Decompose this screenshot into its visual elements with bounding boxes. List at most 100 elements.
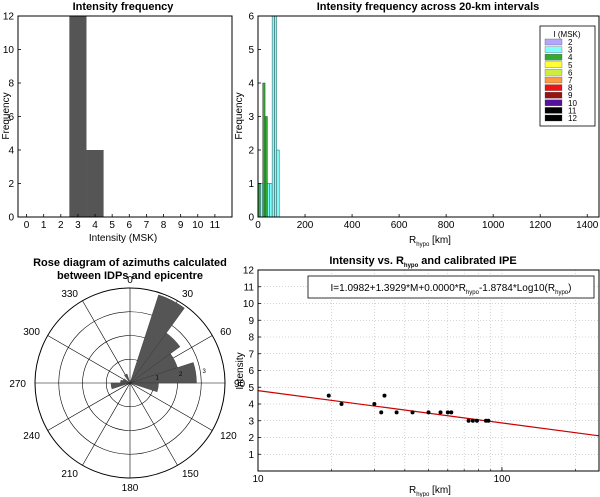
rose-radius-label: 3 xyxy=(203,369,207,375)
ipe-equation: I=1.0982+1.3929*M+0.0000*Rhypo-1.8784*Lo… xyxy=(331,283,572,296)
ipe-ytick-label: 5 xyxy=(248,383,254,394)
rose-angle-label: 150 xyxy=(182,469,199,480)
distance-xtick-label: 600 xyxy=(391,220,408,231)
ipe-data-point xyxy=(486,418,491,423)
histogram-ytick-label: 0 xyxy=(8,213,14,224)
histogram-xtick-label: 0 xyxy=(24,220,30,231)
legend-label-7: 7 xyxy=(568,76,573,85)
ipe-ylabel: Intensity xyxy=(235,352,246,389)
histogram-xtick-label: 3 xyxy=(75,220,81,231)
distance-xtick-label: 1000 xyxy=(482,220,505,231)
distance-ytick-label: 0 xyxy=(248,213,254,224)
ipe-grid xyxy=(257,269,599,471)
rose-diagram-panel: Rose diagram of azimuths calculated betw… xyxy=(9,257,245,494)
distance-bar xyxy=(267,183,270,218)
distance-ytick-label: 5 xyxy=(248,45,254,56)
legend-swatch-12 xyxy=(544,114,563,122)
histogram-xtick-label: 6 xyxy=(126,220,132,231)
rose-spoke xyxy=(82,382,131,466)
rose-sector xyxy=(110,382,131,390)
histogram-title: Intensity frequency xyxy=(73,1,175,13)
legend-swatch-10 xyxy=(544,99,563,106)
histogram-bar-3 xyxy=(69,16,87,217)
histogram-ytick-label: 4 xyxy=(8,146,14,157)
ipe-title-tail: and calibrated IPE xyxy=(418,255,516,267)
ipe-ytick-label: 9 xyxy=(248,316,254,327)
distance-ytick-label: 1 xyxy=(248,179,254,190)
legend-swatch-4 xyxy=(544,54,563,61)
ipe-ytick-label: 10 xyxy=(243,299,255,310)
rose-angle-label: 90 xyxy=(234,379,246,390)
rose-spoke xyxy=(129,382,178,466)
ipe-data-point xyxy=(426,410,431,415)
rose-angle-label: 330 xyxy=(61,289,78,300)
distance-xtick-label: 200 xyxy=(297,220,314,231)
rose-spoke xyxy=(82,300,131,384)
ipe-xtick-label: 100 xyxy=(494,474,511,485)
ipe-ytick-label: 11 xyxy=(244,282,255,293)
legend-swatch-5 xyxy=(544,61,563,68)
rose-title-line2: between IDPs and epicentre xyxy=(57,270,203,282)
ipe-data-point xyxy=(474,418,479,423)
rose-sector xyxy=(122,378,131,384)
rose-angle-label: 180 xyxy=(122,483,139,494)
ipe-data-point xyxy=(466,418,471,423)
ipe-ytick-label: 2 xyxy=(248,433,254,444)
distance-ytick-label: 3 xyxy=(248,112,254,123)
histogram-ytick-label: 12 xyxy=(3,12,15,23)
legend-swatch-3 xyxy=(544,46,563,53)
distance-histogram-title: Intensity frequency across 20-km interva… xyxy=(317,1,540,13)
legend-label-12: 12 xyxy=(568,114,577,123)
distance-histogram-ylabel: Frequency xyxy=(234,92,245,139)
ipe-xlabel-main: R xyxy=(409,485,416,496)
histogram-ytick-label: 8 xyxy=(8,79,14,90)
histogram-xtick-label: 1 xyxy=(41,220,47,231)
distance-bar xyxy=(262,82,266,218)
distance-ytick-label: 4 xyxy=(248,79,254,90)
rose-spoke xyxy=(47,382,131,431)
ipe-data-point xyxy=(449,410,454,415)
equation-box xyxy=(307,275,595,299)
histogram-xtick-label: 5 xyxy=(109,220,115,231)
legend-label-11: 11 xyxy=(568,106,577,115)
legend-label-4: 4 xyxy=(568,53,573,62)
ipe-data-points xyxy=(326,393,491,423)
rose-sector xyxy=(129,294,185,384)
ipe-data-point xyxy=(379,410,384,415)
ipe-xlabel: Rhypo [km] xyxy=(409,485,451,497)
rose-spoke xyxy=(129,382,213,431)
distance-xtick-label: 400 xyxy=(344,220,361,231)
intensity-histogram-panel: Intensity frequency 0 1 2 3 4 5 6 7 8 9 10 11024681… xyxy=(1,1,233,244)
rose-angle-label: 300 xyxy=(23,327,40,338)
ipe-xtick-label: 10 xyxy=(252,474,264,485)
distance-histogram-xlabel: Rhypo [km] xyxy=(409,235,451,248)
rose-angle-label: 30 xyxy=(182,289,194,300)
legend-swatch-2 xyxy=(544,38,563,46)
distance-bar xyxy=(269,183,273,218)
rose-sectors xyxy=(110,294,197,393)
rose-title-line1: Rose diagram of azimuths calculated xyxy=(33,257,227,269)
histogram-xtick-label: 7 xyxy=(144,220,150,231)
legend-title: I (MSK) xyxy=(553,30,580,39)
distance-ytick-label: 6 xyxy=(248,12,254,23)
histogram-xtick-label: 8 xyxy=(161,220,167,231)
rose-angle-label: 0 xyxy=(127,275,133,286)
distance-xtick-label: 800 xyxy=(438,220,455,231)
equation-sub1: hypo xyxy=(466,290,480,296)
ipe-data-point xyxy=(372,402,377,406)
legend-label-2: 2 xyxy=(568,38,573,47)
rose-sector xyxy=(129,362,197,384)
histogram-xtick-label: 11 xyxy=(210,220,221,231)
ipe-xlabel-unit: [km] xyxy=(429,485,451,496)
legend-label-3: 3 xyxy=(568,46,573,55)
distance-bar xyxy=(276,149,280,218)
histogram-axes-box xyxy=(17,15,233,218)
ipe-xlabel-sub: hypo xyxy=(416,492,430,497)
histogram-xlabel: Intensity (MSK) xyxy=(89,233,157,244)
histogram-xtick-label: 10 xyxy=(192,220,204,231)
distance-bar xyxy=(264,116,268,218)
